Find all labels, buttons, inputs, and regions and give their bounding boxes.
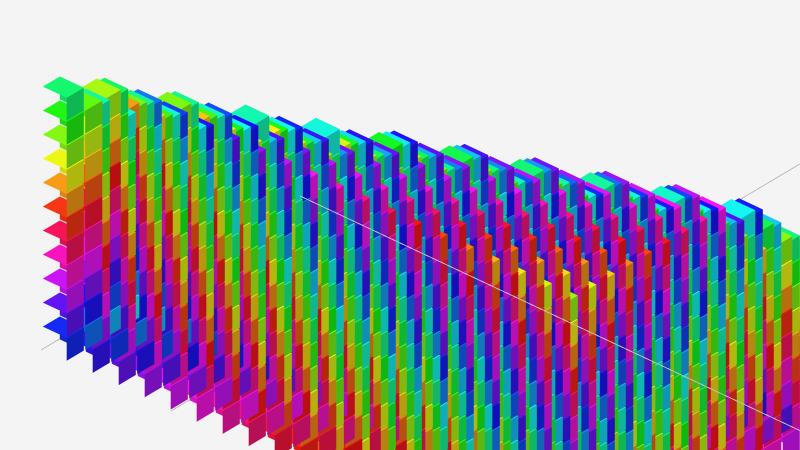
voxel-face-right xyxy=(640,443,652,450)
voxel-face-right xyxy=(721,447,726,450)
voxel-face-right xyxy=(668,447,674,450)
voxel-face-right xyxy=(634,444,645,450)
voxel-face-right xyxy=(764,438,782,450)
voxel-face-right xyxy=(681,445,689,450)
voxel-layer xyxy=(42,76,800,450)
voxel-face-top xyxy=(714,199,756,221)
voxel-face-right xyxy=(782,427,800,450)
voxel-face-top xyxy=(643,185,685,207)
voxel-face-right xyxy=(674,446,682,450)
